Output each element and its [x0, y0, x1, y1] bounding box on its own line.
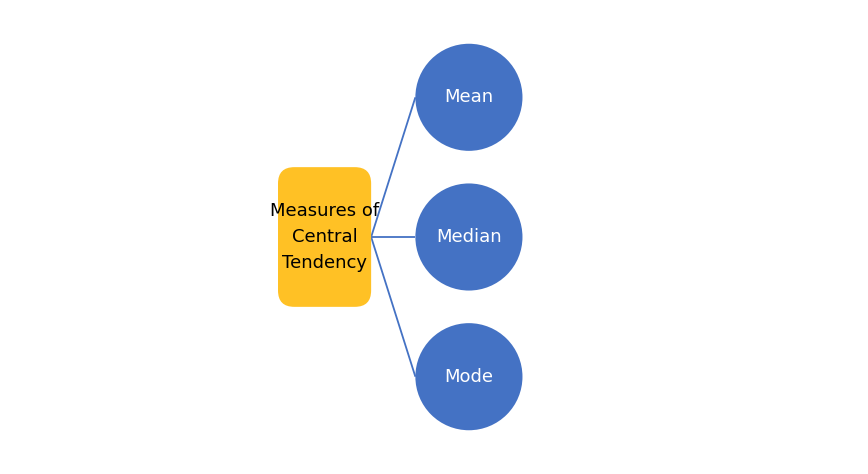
Circle shape: [416, 323, 523, 430]
FancyBboxPatch shape: [278, 167, 372, 307]
Circle shape: [416, 44, 523, 151]
Text: Mode: Mode: [444, 368, 493, 386]
Circle shape: [416, 183, 523, 291]
Text: Mean: Mean: [444, 88, 494, 106]
Text: Median: Median: [436, 228, 502, 246]
Text: Measures of
Central
Tendency: Measures of Central Tendency: [270, 201, 379, 273]
